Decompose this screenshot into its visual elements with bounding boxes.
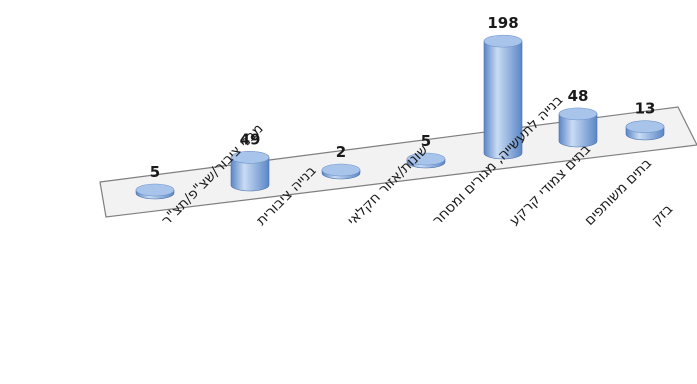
bar [406, 152, 446, 169]
bar-top [230, 151, 270, 164]
bar-top [406, 152, 446, 166]
bar [230, 151, 270, 192]
value-label: 198 [487, 14, 518, 32]
bar [483, 34, 523, 160]
bar-top [483, 34, 523, 48]
value-label: 13 [635, 100, 656, 118]
value-label: 5 [150, 163, 160, 181]
bar-top [558, 107, 598, 121]
value-labels: 5 49 2 5 198 48 13 [150, 14, 656, 181]
bar [321, 163, 361, 180]
value-label: 5 [421, 132, 431, 150]
bar-top [135, 183, 175, 197]
category-label: בתים משותפים [582, 155, 655, 228]
bars-layer [135, 34, 665, 200]
bar [135, 183, 175, 200]
bar-body [483, 40, 523, 160]
bar [558, 107, 598, 148]
bar-body [230, 157, 270, 192]
value-label: 48 [568, 87, 589, 105]
value-label: 2 [336, 143, 346, 161]
bar-top [625, 120, 665, 133]
bar-top [321, 163, 361, 177]
bar [625, 120, 665, 141]
value-label: 49 [240, 130, 261, 148]
category-label: בזק [649, 201, 676, 228]
bar-body [558, 113, 598, 148]
